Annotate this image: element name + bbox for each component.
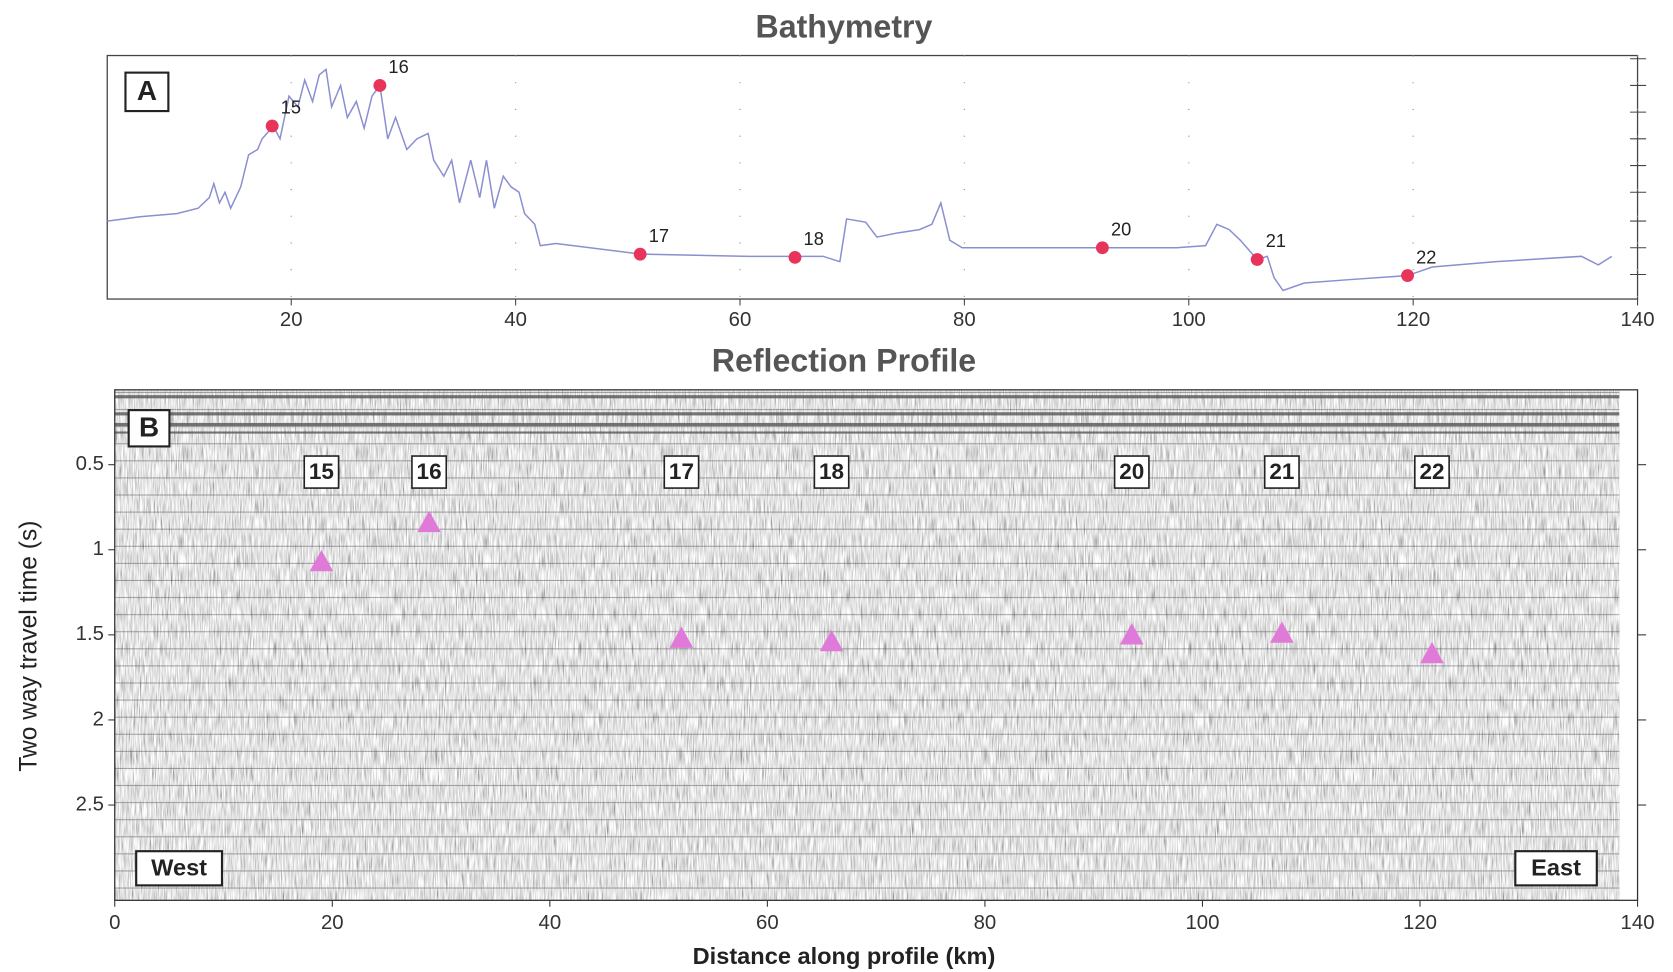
site-triangle bbox=[1420, 641, 1444, 664]
site-label-box bbox=[663, 455, 700, 489]
site-label: 18 bbox=[804, 229, 824, 249]
title-b: Reflection Profile bbox=[712, 343, 976, 379]
x-tick-label: 40 bbox=[504, 309, 527, 331]
site-label: 15 bbox=[281, 98, 301, 118]
panel-label: A bbox=[137, 75, 157, 106]
x-tick-label: 140 bbox=[1621, 309, 1655, 331]
site-marker bbox=[1250, 253, 1264, 266]
site-label-box bbox=[1263, 455, 1300, 489]
site-label: 22 bbox=[1419, 459, 1444, 484]
panel-a-frame bbox=[106, 54, 1639, 300]
y-tick-label: 1 bbox=[93, 538, 104, 560]
site-marker bbox=[633, 247, 647, 261]
site-marker bbox=[788, 250, 802, 264]
site-triangle bbox=[1270, 621, 1294, 643]
x-tick-label: 100 bbox=[1185, 912, 1219, 934]
annotation-box bbox=[1514, 850, 1598, 887]
x-tick-label: 60 bbox=[756, 912, 779, 934]
figure-body: Bathymetry A Reflection Profile B West E… bbox=[15, 8, 1654, 969]
y-tick-label: 0.5 bbox=[76, 453, 104, 475]
annotation: East bbox=[1531, 855, 1581, 881]
top-bands bbox=[114, 395, 1620, 434]
site-label-box bbox=[411, 455, 448, 489]
site-label: 20 bbox=[1111, 220, 1131, 240]
site-marker bbox=[265, 119, 279, 133]
site-label-box bbox=[813, 455, 850, 489]
y-tick-label: 2 bbox=[93, 708, 104, 730]
x-tick-label: 80 bbox=[974, 912, 997, 934]
site-label: 16 bbox=[417, 459, 442, 484]
site-label: 15 bbox=[309, 459, 334, 484]
x-tick-label: 20 bbox=[280, 309, 303, 331]
site-label-box bbox=[1113, 455, 1150, 489]
x-tick-label: 140 bbox=[1621, 912, 1655, 934]
x-tick-label: 100 bbox=[1172, 309, 1206, 331]
x-tick-label: 120 bbox=[1403, 912, 1437, 934]
site-label: 21 bbox=[1269, 459, 1294, 484]
site-triangle bbox=[819, 629, 844, 652]
site-marker bbox=[1095, 241, 1109, 255]
site-label: 18 bbox=[819, 459, 844, 484]
panel-b-frame bbox=[114, 389, 1639, 901]
site-label: 22 bbox=[1416, 247, 1436, 267]
y-axis-label: Two way travel time (s) bbox=[15, 521, 42, 772]
x-tick-label: 60 bbox=[729, 309, 752, 331]
site-triangle bbox=[1119, 623, 1144, 645]
site-marker bbox=[373, 79, 387, 92]
x-tick-label: 40 bbox=[538, 912, 561, 934]
site-label: 20 bbox=[1119, 459, 1144, 484]
y-tick-label: 2.5 bbox=[76, 793, 104, 815]
site-triangle bbox=[669, 626, 694, 648]
site-label-box bbox=[303, 455, 340, 489]
site-marker bbox=[1401, 269, 1414, 282]
timing-lines bbox=[114, 389, 1620, 901]
y-tick-label: 1.5 bbox=[76, 623, 104, 645]
right-ticks bbox=[1630, 58, 1647, 276]
site-label: 17 bbox=[649, 226, 669, 246]
site-label-box bbox=[1414, 455, 1450, 489]
title-a: Bathymetry bbox=[756, 8, 933, 44]
panel-label-box bbox=[127, 409, 171, 448]
x-tick-label: 20 bbox=[321, 912, 344, 934]
annotation-box bbox=[135, 850, 224, 887]
panel-label-box bbox=[124, 71, 170, 113]
x-tick-label: 80 bbox=[953, 309, 976, 331]
site-label: 16 bbox=[388, 57, 408, 77]
site-label: 17 bbox=[669, 459, 694, 484]
x-axis-label: Distance along profile (km) bbox=[693, 943, 996, 969]
panel-label: B bbox=[139, 412, 159, 443]
site-triangle bbox=[309, 549, 334, 572]
x-tick-label: 0 bbox=[109, 912, 120, 934]
annotation: West bbox=[151, 855, 207, 881]
site-triangle bbox=[417, 510, 441, 533]
x-tick-label: 120 bbox=[1396, 309, 1430, 331]
site-label: 21 bbox=[1266, 231, 1286, 251]
